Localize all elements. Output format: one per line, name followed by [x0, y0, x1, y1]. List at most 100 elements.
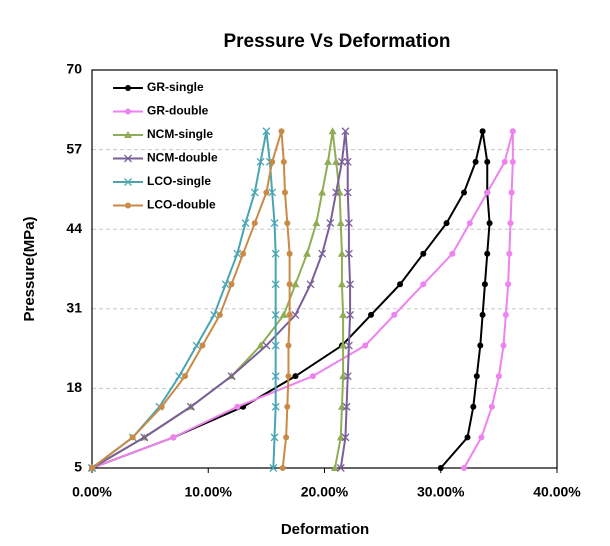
- data-point: [227, 372, 236, 381]
- data-point: [500, 342, 507, 349]
- legend-marker: [124, 178, 132, 186]
- data-point: [186, 402, 195, 411]
- data-point: [470, 403, 477, 410]
- data-point: [271, 249, 280, 258]
- data-point: [286, 250, 293, 257]
- data-point: [346, 280, 355, 289]
- data-point: [509, 158, 516, 165]
- data-point: [449, 250, 456, 257]
- data-point: [505, 281, 512, 288]
- data-point: [337, 280, 346, 288]
- data-point: [336, 433, 345, 441]
- legend-label: GR-double: [147, 104, 209, 118]
- data-point: [271, 280, 280, 289]
- legend-marker: [125, 108, 131, 115]
- data-point: [175, 372, 184, 381]
- data-point: [279, 465, 286, 471]
- plot-frame: [91, 69, 558, 469]
- data-point: [284, 220, 291, 227]
- data-point: [284, 403, 291, 410]
- data-point: [473, 373, 480, 380]
- data-point: [291, 280, 300, 288]
- legend-marker: [124, 131, 132, 138]
- data-point: [140, 433, 149, 442]
- data-point: [309, 373, 316, 380]
- data-point: [233, 249, 242, 258]
- data-point: [466, 220, 473, 227]
- x-tick-label: 10.00%: [185, 484, 233, 500]
- data-point: [397, 281, 404, 288]
- y-axis-label: Pressure(MPa): [21, 216, 38, 321]
- data-point: [443, 220, 450, 227]
- data-point: [464, 434, 471, 441]
- data-point: [262, 341, 271, 350]
- legend-label: NCM-double: [147, 151, 218, 165]
- data-point: [337, 249, 346, 257]
- data-point: [479, 311, 486, 318]
- y-tick-label: 57: [66, 140, 82, 156]
- data-point: [330, 464, 339, 471]
- data-point: [292, 373, 299, 380]
- data-point: [343, 372, 352, 381]
- data-point: [342, 402, 351, 411]
- data-point: [344, 249, 353, 258]
- data-point: [285, 342, 292, 349]
- data-point: [192, 341, 201, 350]
- data-point: [484, 250, 491, 257]
- data-point: [420, 281, 427, 288]
- data-point: [478, 434, 485, 441]
- data-point: [269, 464, 278, 472]
- data-point: [170, 434, 177, 441]
- y-tick-label: 70: [66, 61, 82, 77]
- data-point: [339, 310, 348, 318]
- data-point: [501, 158, 508, 165]
- data-point: [484, 158, 491, 165]
- x-tick-label: 0.00%: [72, 484, 112, 500]
- data-point: [332, 157, 341, 165]
- data-point: [507, 220, 514, 227]
- data-point: [479, 128, 486, 135]
- legend-marker: [125, 202, 131, 209]
- data-point: [280, 158, 287, 165]
- legend-marker: [125, 85, 131, 91]
- data-point: [251, 220, 258, 227]
- data-point: [306, 280, 315, 289]
- x-tick-label: 30.00%: [417, 484, 465, 500]
- data-point: [344, 341, 353, 350]
- data-point: [158, 403, 165, 410]
- data-point: [182, 373, 188, 380]
- data-point: [495, 373, 502, 380]
- data-point: [328, 127, 337, 135]
- data-point: [346, 310, 355, 319]
- data-point: [234, 403, 241, 410]
- data-point: [129, 434, 136, 441]
- data-point: [461, 189, 467, 196]
- data-point: [286, 281, 293, 288]
- data-point: [336, 464, 345, 472]
- y-tick-label: 44: [66, 220, 82, 236]
- data-point: [481, 281, 488, 288]
- data-point: [221, 280, 230, 289]
- data-point: [343, 188, 352, 197]
- data-point: [241, 219, 250, 228]
- data-point: [326, 219, 335, 228]
- data-point: [336, 219, 345, 227]
- data-point: [262, 127, 271, 136]
- x-axis-label: Deformation: [281, 521, 369, 538]
- data-point: [286, 311, 293, 318]
- data-point: [341, 433, 350, 442]
- data-point: [271, 372, 280, 381]
- data-point: [240, 250, 247, 257]
- data-point: [269, 158, 276, 165]
- data-point: [271, 341, 280, 350]
- data-point: [368, 311, 374, 318]
- data-point: [339, 372, 348, 380]
- data-point: [271, 310, 280, 319]
- legend-label: LCO-double: [147, 198, 216, 212]
- legend-label: GR-single: [147, 80, 204, 94]
- data-point: [263, 189, 270, 196]
- data-point: [437, 465, 444, 471]
- y-tick-label: 18: [66, 379, 82, 395]
- data-point: [278, 128, 285, 135]
